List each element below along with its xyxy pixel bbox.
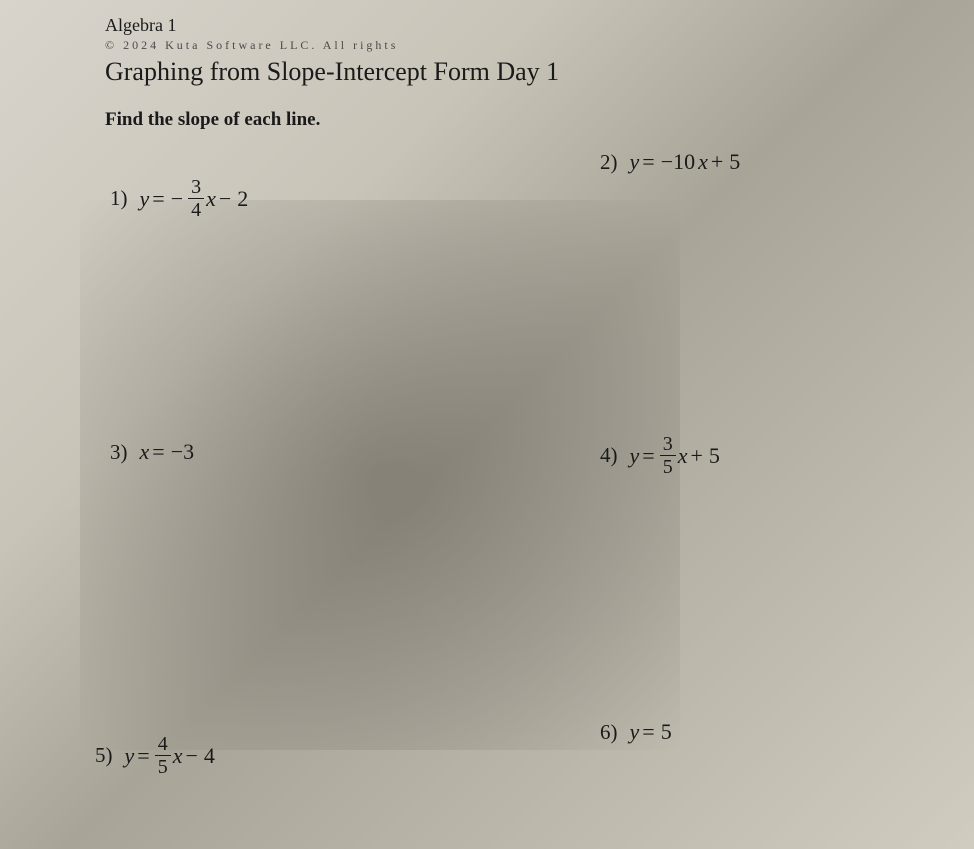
equation: y = 3 5 x + 5: [630, 434, 723, 477]
equation: y = 5: [630, 719, 675, 745]
equation: y = − 3 4 x − 2: [140, 177, 252, 220]
worksheet-title: Graphing from Slope-Intercept Form Day 1: [105, 57, 914, 87]
fraction: 3 5: [660, 434, 676, 477]
problem-number: 3): [110, 440, 128, 465]
fraction: 3 4: [188, 177, 204, 220]
problem-5: 5) y = 4 5 x − 4: [95, 734, 218, 777]
equation: x = −3: [140, 439, 198, 465]
problem-2: 2) y = −10 x + 5: [600, 149, 743, 175]
equation: y = 4 5 x − 4: [125, 734, 218, 777]
problem-number: 1): [110, 186, 128, 211]
problem-6: 6) y = 5: [600, 719, 675, 745]
problem-4: 4) y = 3 5 x + 5: [600, 434, 723, 477]
problem-number: 2): [600, 150, 618, 175]
fraction: 4 5: [155, 734, 171, 777]
equation: y = −10 x + 5: [630, 149, 744, 175]
problem-1: 1) y = − 3 4 x − 2: [110, 177, 251, 220]
problem-number: 5): [95, 743, 113, 768]
copyright-text: © 2024 Kuta Software LLC. All rights: [105, 38, 914, 53]
problems-container: 1) y = − 3 4 x − 2 2) y = −10 x +: [105, 149, 914, 829]
problem-number: 6): [600, 720, 618, 745]
course-name: Algebra 1: [105, 15, 914, 36]
problem-3: 3) x = −3: [110, 439, 197, 465]
problem-number: 4): [600, 443, 618, 468]
instructions: Find the slope of each line.: [105, 109, 914, 131]
worksheet-page: Algebra 1 © 2024 Kuta Software LLC. All …: [0, 0, 974, 849]
